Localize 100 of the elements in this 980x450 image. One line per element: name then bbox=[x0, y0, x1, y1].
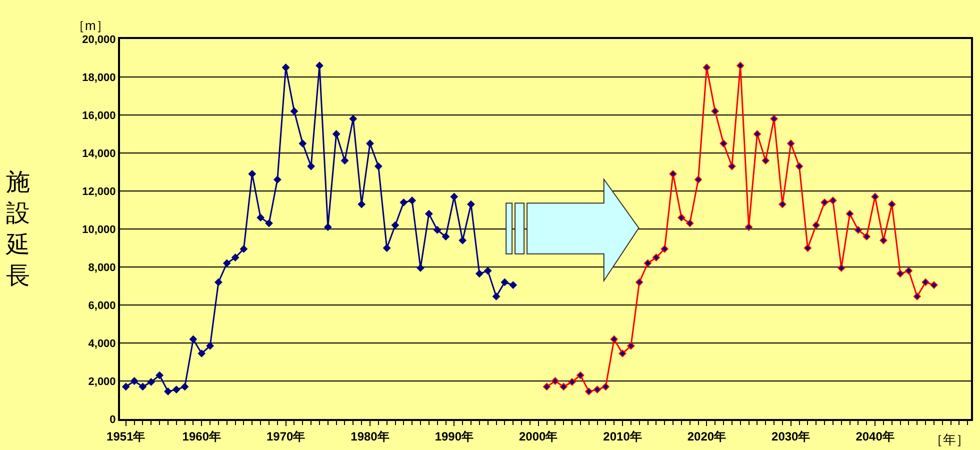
point bbox=[298, 140, 306, 148]
point bbox=[585, 388, 593, 396]
x-tick-label: 1990年 bbox=[434, 429, 474, 444]
point bbox=[408, 196, 416, 204]
x-tick-label: 1951年 bbox=[106, 429, 146, 444]
point bbox=[871, 192, 879, 200]
point bbox=[366, 140, 374, 148]
point bbox=[610, 335, 618, 343]
point bbox=[400, 198, 408, 206]
x-tick-label: 2010年 bbox=[603, 429, 642, 444]
point bbox=[636, 278, 644, 286]
point bbox=[383, 244, 391, 252]
text: ［年］ bbox=[930, 432, 969, 447]
point bbox=[282, 64, 290, 72]
y-tick-label: 14,000 bbox=[82, 148, 116, 160]
point bbox=[753, 130, 761, 138]
point bbox=[762, 156, 770, 164]
point bbox=[349, 115, 357, 123]
point bbox=[138, 382, 146, 390]
x-tick-label: 2000年 bbox=[519, 429, 558, 444]
y-axis-title: 施設延長 bbox=[5, 169, 30, 290]
x-tick-label: 1980年 bbox=[350, 429, 390, 444]
x-tick-label: 1960年 bbox=[182, 429, 221, 444]
point bbox=[425, 210, 433, 218]
point bbox=[904, 267, 912, 275]
point bbox=[602, 382, 610, 390]
point bbox=[880, 236, 888, 244]
point bbox=[172, 386, 180, 394]
point bbox=[787, 140, 795, 148]
point bbox=[913, 292, 921, 300]
point bbox=[812, 221, 820, 229]
y-tick-label: 0 bbox=[110, 414, 116, 426]
point bbox=[484, 267, 492, 275]
point bbox=[307, 162, 315, 170]
x-tick-label: 2040年 bbox=[856, 429, 894, 444]
point bbox=[130, 377, 138, 385]
point bbox=[442, 232, 450, 240]
point bbox=[274, 176, 282, 184]
point bbox=[450, 192, 458, 200]
point bbox=[694, 176, 702, 184]
point bbox=[256, 214, 264, 222]
y-tick-label: 2,000 bbox=[88, 376, 116, 388]
x-tick-label: 2020年 bbox=[687, 429, 726, 444]
point bbox=[265, 220, 273, 228]
point bbox=[804, 244, 812, 252]
point bbox=[660, 245, 668, 253]
point bbox=[458, 236, 466, 244]
point bbox=[846, 210, 854, 218]
point bbox=[248, 170, 256, 178]
point bbox=[316, 62, 324, 70]
y-tick-label: 6,000 bbox=[88, 300, 116, 312]
point bbox=[392, 221, 399, 229]
x-tick-label: 2030年 bbox=[772, 429, 810, 444]
point bbox=[745, 223, 753, 231]
y-tick-label: 18,000 bbox=[82, 72, 116, 84]
point bbox=[147, 378, 155, 386]
point bbox=[862, 232, 870, 240]
point bbox=[728, 162, 736, 170]
point bbox=[820, 198, 828, 206]
point bbox=[720, 140, 728, 148]
point bbox=[332, 130, 340, 138]
point bbox=[838, 264, 846, 272]
point bbox=[627, 342, 635, 350]
point bbox=[156, 372, 164, 380]
point bbox=[492, 292, 500, 300]
x-tick-label: 1970年 bbox=[266, 429, 306, 444]
point bbox=[374, 162, 382, 170]
point bbox=[922, 278, 930, 286]
point bbox=[290, 107, 298, 115]
point bbox=[896, 270, 904, 278]
text: ［m］ bbox=[72, 18, 109, 33]
point bbox=[736, 62, 744, 70]
point bbox=[324, 223, 332, 231]
point bbox=[206, 342, 214, 350]
point bbox=[416, 264, 424, 272]
point bbox=[500, 278, 508, 286]
point bbox=[509, 281, 517, 289]
point bbox=[644, 259, 652, 267]
point bbox=[122, 382, 130, 390]
point bbox=[576, 372, 584, 380]
point bbox=[434, 226, 442, 234]
y-tick-label: 16,000 bbox=[82, 110, 116, 122]
point bbox=[198, 350, 206, 358]
point bbox=[669, 170, 677, 178]
point bbox=[711, 107, 719, 115]
point bbox=[543, 382, 551, 390]
point bbox=[560, 382, 568, 390]
point bbox=[232, 254, 240, 262]
y-tick-label: 20,000 bbox=[82, 34, 116, 46]
point bbox=[618, 350, 626, 358]
point bbox=[652, 254, 660, 262]
point bbox=[164, 388, 172, 396]
point bbox=[189, 335, 197, 343]
y-tick-label: 4,000 bbox=[88, 338, 116, 350]
point bbox=[686, 220, 694, 228]
y-tick-label: 12,000 bbox=[82, 186, 116, 198]
point bbox=[568, 378, 576, 386]
point bbox=[678, 214, 686, 222]
point bbox=[829, 196, 837, 204]
y-tick-label: 10,000 bbox=[82, 224, 116, 236]
